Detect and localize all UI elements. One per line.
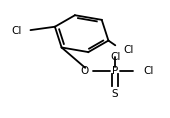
- Text: Cl: Cl: [143, 65, 154, 76]
- Text: Cl: Cl: [11, 26, 21, 36]
- Text: Cl: Cl: [123, 45, 134, 55]
- Text: O: O: [80, 65, 88, 76]
- Text: S: S: [112, 89, 118, 99]
- Text: P: P: [112, 65, 118, 76]
- Text: Cl: Cl: [110, 52, 120, 62]
